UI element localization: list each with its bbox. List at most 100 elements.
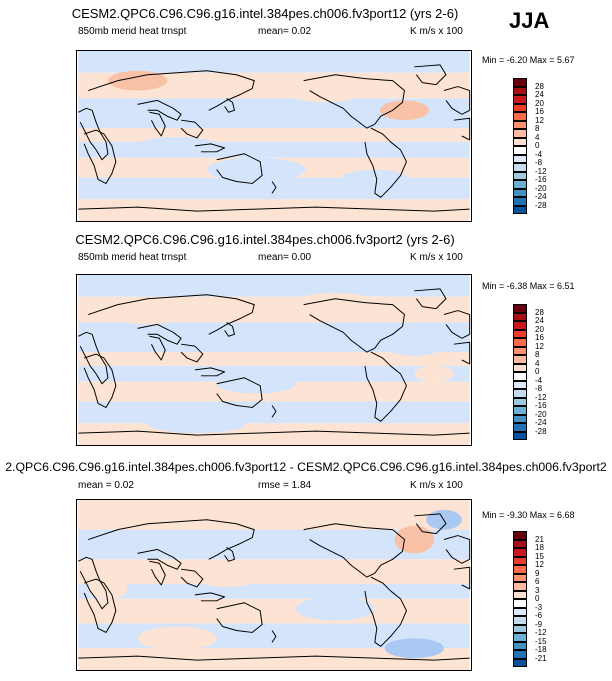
- colorbar-swatch: [513, 363, 527, 372]
- map-panel-1: [76, 50, 472, 222]
- colorbar-swatch: [513, 154, 527, 163]
- colorbar-swatch: [513, 389, 527, 398]
- field-anomaly: [394, 525, 435, 554]
- colorbar-tick-label: -16: [535, 401, 547, 410]
- colorbar-tick-label: -12: [535, 628, 547, 637]
- colorbar-tick-label: 24: [535, 90, 544, 99]
- coastline: [414, 288, 447, 310]
- colorbar-tick-label: 16: [535, 107, 544, 116]
- colorbar-tick-label: -6: [535, 611, 543, 620]
- field-anomaly: [340, 169, 410, 190]
- coastline: [271, 181, 277, 194]
- coastline: [83, 129, 117, 184]
- colorbar-tick-label: -20: [535, 409, 547, 419]
- colorbar-swatch: [513, 78, 527, 87]
- field-label: 850mb merid heat trnspt: [78, 26, 187, 37]
- coastline: [443, 535, 471, 564]
- colorbar-1: 28 24 20 16 12 8 4 0 -4 -8 -12 -16 -20 -24 -28: [513, 78, 547, 214]
- coastline: [78, 331, 109, 385]
- panel-title: CESM2.QPC6.C96.C96.g16.intel.384pes.ch00…: [75, 232, 455, 247]
- mean-label: mean = 0.02: [78, 480, 134, 491]
- colorbar-tick-label: 9: [535, 568, 540, 578]
- colorbar-swatch: [513, 329, 527, 338]
- colorbar-tick-label: 15: [535, 551, 544, 561]
- field-anomaly: [379, 100, 430, 121]
- colorbar-tick-label: -20: [535, 183, 547, 193]
- panel-title: CESM2.QPC6.C96.C96.g16.intel.384pes.ch00…: [71, 6, 459, 21]
- field-band: [78, 401, 470, 424]
- colorbar-tick-label: -24: [535, 418, 547, 427]
- field-anomaly: [107, 70, 168, 91]
- coastline: [224, 322, 235, 337]
- colorbar-swatch: [513, 95, 527, 104]
- colorbar-swatch: [513, 197, 527, 206]
- colorbar-swatch: [513, 573, 527, 582]
- coastline: [78, 556, 109, 610]
- colorbar-swatch: [513, 607, 527, 616]
- colorbar-swatch: [513, 431, 527, 440]
- field-band: [78, 352, 470, 366]
- colorbar-tick-label: 20: [535, 324, 544, 334]
- coastline: [194, 592, 226, 602]
- colorbar-swatch: [513, 650, 527, 659]
- colorbar-swatch: [513, 582, 527, 591]
- colorbar-swatch: [513, 171, 527, 180]
- colorbar-swatch: [513, 658, 527, 667]
- field-band: [78, 598, 470, 624]
- coastline: [271, 630, 277, 643]
- season-label: JJA: [509, 8, 550, 33]
- colorbar-tick-label: 28: [535, 81, 544, 91]
- colorbar-tick-label: 3: [535, 585, 540, 595]
- field-anomaly: [137, 626, 217, 651]
- map-svg: [78, 51, 471, 221]
- field-anomaly: [414, 365, 454, 382]
- colorbar-swatch: [513, 355, 527, 364]
- field-band: [78, 365, 470, 382]
- colorbar-tick-label: -12: [535, 392, 547, 402]
- mean-label: mean= 0.00: [258, 252, 312, 263]
- coastline: [180, 119, 204, 139]
- colorbar-tick-label: 24: [535, 316, 544, 325]
- coastline: [78, 107, 109, 161]
- field-anomaly: [147, 413, 247, 434]
- colorbar-swatch: [513, 599, 527, 608]
- coastline: [303, 523, 405, 578]
- colorbar-swatch: [513, 137, 527, 146]
- field-anomaly: [384, 332, 444, 357]
- colorbar-tick-label: -16: [535, 175, 547, 184]
- colorbar-swatch: [513, 86, 527, 95]
- panel-title: 2.QPC6.C96.C96.g16.intel.384pes.ch006.fv…: [5, 460, 607, 474]
- colorbar-tick-label: 0: [535, 594, 540, 603]
- colorbar-swatch: [513, 380, 527, 389]
- colorbar-tick-label: 8: [535, 124, 540, 133]
- colorbar-3: 21 18 15 12 9 6 3 0 -3 -6 -9 -12 -15 -18 -21: [513, 531, 547, 667]
- coastline: [453, 341, 471, 365]
- map-panel-3: [76, 499, 472, 671]
- coastline: [88, 294, 255, 335]
- coastline: [303, 298, 405, 353]
- colorbar-tick-label: -21: [535, 653, 547, 663]
- colorbar-tick-label: -4: [535, 149, 543, 159]
- colorbar-swatch: [513, 103, 527, 112]
- colorbar-tick-label: -8: [535, 384, 543, 393]
- field-anomaly: [196, 571, 257, 587]
- field-anomaly: [290, 292, 380, 317]
- field-band: [78, 51, 470, 73]
- map-panel-2: [76, 274, 472, 446]
- coastline: [180, 568, 204, 588]
- colorbar-swatch: [513, 312, 527, 321]
- field-band: [78, 128, 470, 142]
- colorbar-tick-label: 4: [535, 132, 540, 142]
- coastline: [364, 576, 407, 647]
- colorbar-swatch: [513, 372, 527, 381]
- field-anomaly: [285, 78, 365, 103]
- field-anomaly: [206, 157, 306, 182]
- colorbar-tick-label: -12: [535, 166, 547, 176]
- coastline: [216, 377, 263, 408]
- field-anomaly: [384, 638, 444, 659]
- colorbar-swatch: [513, 556, 527, 565]
- field-band: [78, 559, 470, 585]
- coastline: [88, 519, 255, 560]
- coastline: [149, 335, 166, 361]
- coastline: [271, 405, 277, 418]
